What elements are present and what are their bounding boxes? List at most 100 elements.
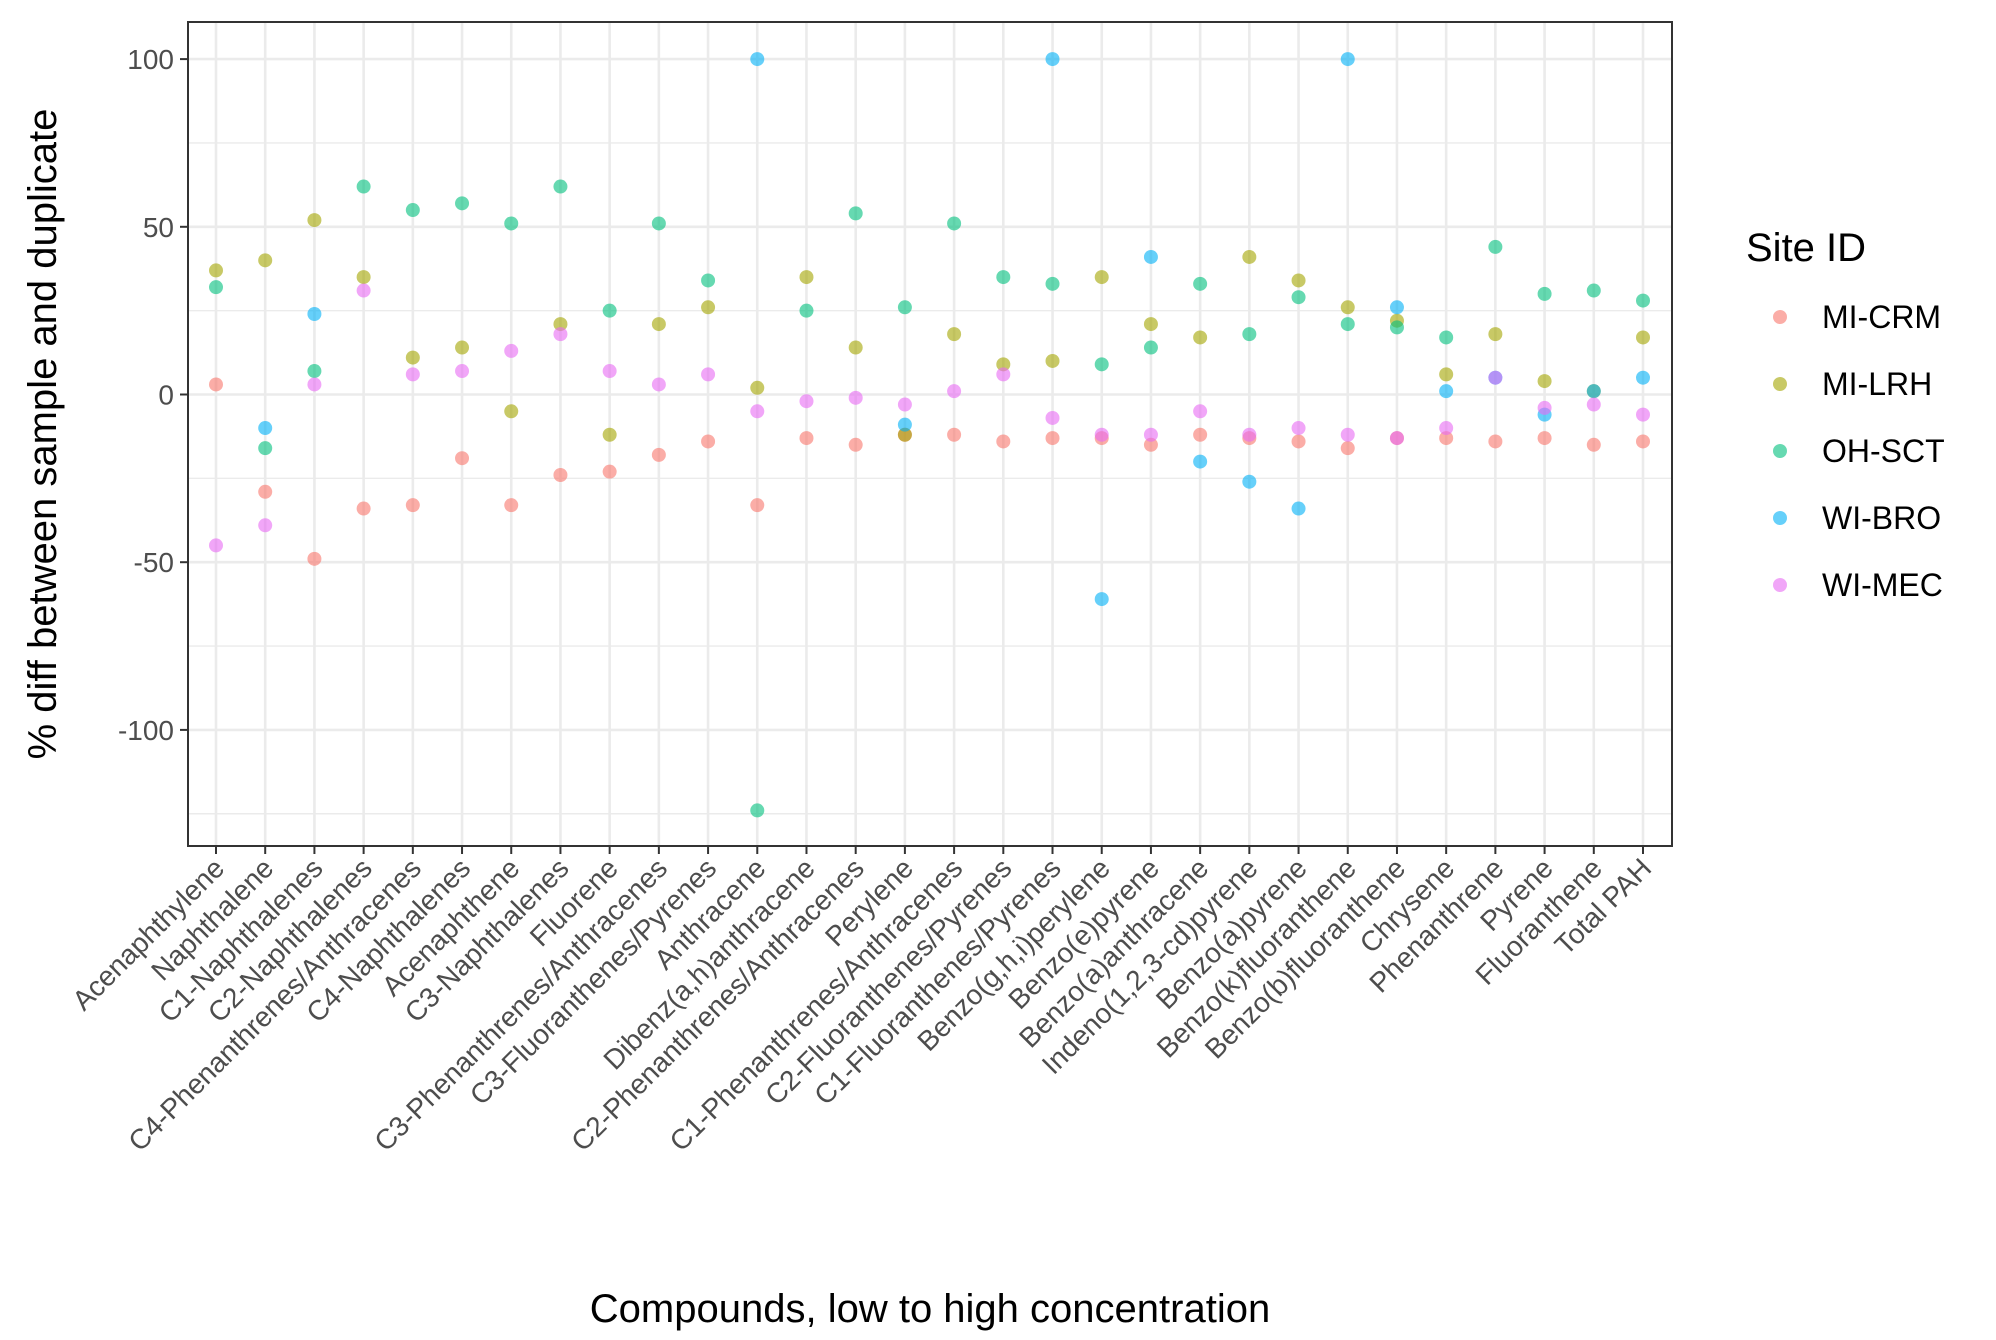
- data-point: [258, 421, 273, 436]
- x-axis: AcenaphthyleneNaphthaleneC1-Naphthalenes…: [66, 846, 1657, 1157]
- data-point: [897, 300, 912, 315]
- plot-panel: [188, 22, 1672, 846]
- data-point: [701, 300, 716, 315]
- data-point: [356, 501, 371, 516]
- data-point: [799, 431, 814, 446]
- data-point: [1094, 592, 1109, 607]
- y-axis-title: % diff between sample and duplicate: [21, 109, 65, 760]
- data-point: [1143, 437, 1158, 452]
- data-point: [1143, 427, 1158, 442]
- data-point: [1193, 404, 1208, 419]
- data-point: [750, 404, 765, 419]
- data-point: [750, 498, 765, 513]
- data-point: [1094, 427, 1109, 442]
- data-point: [307, 213, 322, 228]
- data-point: [651, 216, 666, 231]
- data-point: [701, 434, 716, 449]
- data-point: [1488, 239, 1503, 254]
- data-point: [455, 196, 470, 211]
- y-tick-label: 100: [127, 44, 174, 75]
- data-point: [1389, 320, 1404, 335]
- data-point: [848, 340, 863, 355]
- data-points: [209, 52, 1650, 818]
- data-point: [996, 357, 1011, 372]
- data-point: [1193, 454, 1208, 469]
- data-point: [258, 253, 273, 268]
- data-point: [1291, 434, 1306, 449]
- data-point: [947, 216, 962, 231]
- data-point: [455, 340, 470, 355]
- data-point: [1340, 427, 1355, 442]
- data-point: [1291, 421, 1306, 436]
- data-point: [1045, 410, 1060, 425]
- data-point: [897, 417, 912, 432]
- data-point: [1636, 293, 1650, 308]
- data-point: [1439, 421, 1454, 436]
- data-point: [1586, 384, 1601, 399]
- data-point: [1143, 340, 1158, 355]
- data-point: [1291, 501, 1306, 516]
- legend-label: MI-CRM: [1822, 299, 1941, 335]
- data-point: [1636, 407, 1650, 422]
- data-point: [553, 317, 568, 332]
- data-point: [848, 390, 863, 405]
- data-point: [1242, 327, 1257, 342]
- data-point: [258, 484, 273, 499]
- legend-label: WI-BRO: [1822, 500, 1941, 536]
- data-point: [1340, 52, 1355, 67]
- data-point: [602, 364, 617, 379]
- data-point: [602, 464, 617, 479]
- data-point: [701, 367, 716, 382]
- data-point: [405, 498, 420, 513]
- data-point: [356, 283, 371, 298]
- data-point: [1586, 397, 1601, 412]
- data-point: [1242, 474, 1257, 489]
- data-point: [1636, 370, 1650, 385]
- data-point: [1291, 290, 1306, 305]
- legend-label: WI-MEC: [1822, 567, 1943, 603]
- legend-title: Site ID: [1746, 226, 1866, 270]
- data-point: [996, 270, 1011, 285]
- data-point: [258, 518, 273, 533]
- data-point: [750, 380, 765, 395]
- y-axis: -100 -50 0 50 100: [118, 44, 188, 746]
- data-point: [1094, 357, 1109, 372]
- legend-key: [1773, 377, 1787, 391]
- data-point: [799, 303, 814, 318]
- data-point: [504, 216, 519, 231]
- data-point: [947, 327, 962, 342]
- data-point: [1537, 400, 1552, 415]
- data-point: [1340, 441, 1355, 456]
- data-point: [750, 803, 765, 818]
- data-point: [307, 364, 322, 379]
- plot-border: [187, 21, 1673, 847]
- data-point: [1439, 431, 1454, 446]
- data-point: [1586, 283, 1601, 298]
- data-point: [307, 551, 322, 566]
- data-point: [1045, 353, 1060, 368]
- data-point: [553, 179, 568, 194]
- legend-key: [1773, 511, 1787, 525]
- legend-label: MI-LRH: [1822, 366, 1932, 402]
- data-point: [553, 467, 568, 482]
- data-point: [209, 538, 223, 553]
- data-point: [1439, 330, 1454, 345]
- data-point: [1291, 273, 1306, 288]
- data-point: [750, 52, 765, 67]
- data-point: [1242, 249, 1257, 264]
- data-point: [1439, 384, 1454, 399]
- legend-label: OH-SCT: [1822, 433, 1945, 469]
- data-point: [209, 263, 223, 278]
- data-point: [209, 377, 223, 392]
- data-point: [504, 404, 519, 419]
- y-tick-label: 50: [143, 212, 174, 243]
- data-point: [996, 367, 1011, 382]
- data-point: [1439, 367, 1454, 382]
- data-point: [1193, 330, 1208, 345]
- data-point: [602, 303, 617, 318]
- data-point: [405, 367, 420, 382]
- data-point: [1045, 276, 1060, 291]
- grid: [188, 22, 1672, 846]
- legend-key: [1773, 444, 1787, 458]
